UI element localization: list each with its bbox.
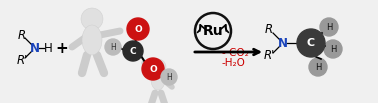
Text: R: R bbox=[18, 29, 26, 42]
Text: H: H bbox=[330, 44, 336, 53]
Text: +: + bbox=[56, 40, 68, 56]
Text: - CO₂: - CO₂ bbox=[222, 48, 249, 58]
Text: N: N bbox=[278, 36, 288, 50]
Circle shape bbox=[309, 58, 327, 76]
Ellipse shape bbox=[82, 25, 102, 55]
Text: O: O bbox=[149, 64, 157, 74]
Circle shape bbox=[142, 58, 164, 80]
Text: H: H bbox=[110, 43, 116, 52]
Circle shape bbox=[123, 41, 143, 61]
Circle shape bbox=[81, 8, 103, 30]
Text: O: O bbox=[134, 25, 142, 33]
Circle shape bbox=[127, 18, 149, 40]
Text: H: H bbox=[166, 73, 172, 81]
Text: -H₂O: -H₂O bbox=[222, 58, 246, 68]
Circle shape bbox=[324, 40, 342, 58]
Text: N: N bbox=[30, 42, 40, 54]
Circle shape bbox=[105, 39, 121, 55]
Text: R: R bbox=[265, 22, 273, 36]
Text: H: H bbox=[326, 22, 332, 32]
Circle shape bbox=[150, 59, 166, 75]
Text: H: H bbox=[315, 63, 321, 71]
Text: C: C bbox=[130, 46, 136, 56]
Text: H: H bbox=[43, 42, 53, 54]
Circle shape bbox=[161, 69, 177, 85]
Ellipse shape bbox=[151, 70, 165, 90]
Text: Ru: Ru bbox=[203, 24, 223, 38]
Text: C: C bbox=[307, 38, 315, 48]
Text: R': R' bbox=[263, 49, 275, 61]
Circle shape bbox=[297, 29, 325, 57]
Text: R': R' bbox=[16, 54, 28, 67]
Circle shape bbox=[320, 18, 338, 36]
